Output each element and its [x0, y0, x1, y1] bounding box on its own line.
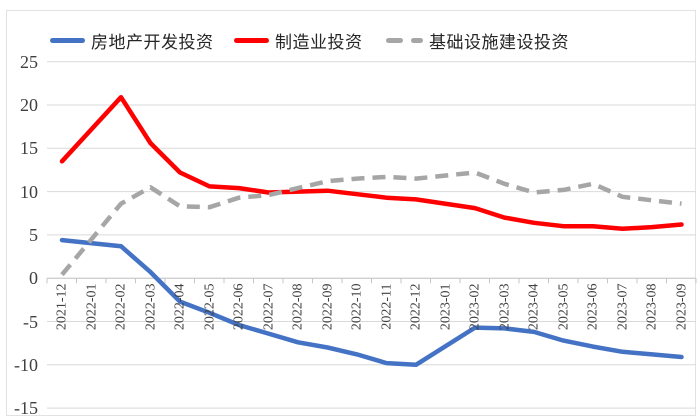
x-tick-label: 2023-03 [497, 283, 513, 331]
y-tick-label: 10 [20, 182, 38, 202]
x-tick-label: 2022-11 [379, 283, 395, 330]
legend-line-sample-red [234, 37, 269, 43]
x-tick-label: 2023-09 [674, 283, 690, 331]
x-tick-label: 2023-08 [644, 283, 660, 331]
series-line-房地产开发投资 [59, 237, 684, 368]
x-tick-label: 2023-02 [467, 283, 483, 331]
legend-label: 房地产开发投资 [91, 32, 214, 52]
x-tick-label: 2022-09 [320, 283, 336, 331]
x-tick-label: 2022-03 [143, 283, 159, 331]
y-tick-label: 15 [20, 138, 38, 158]
x-tick-label: 2023-05 [556, 283, 572, 331]
legend: 房地产开发投资 制造业投资 基础设施建设投资 [0, 29, 700, 52]
y-tick-label: -10 [14, 355, 38, 375]
x-axis [46, 277, 697, 284]
legend-item-real-estate: 房地产开发投资 [50, 29, 214, 52]
x-tick-label: 2022-07 [261, 283, 277, 331]
y-tick-label: 25 [20, 52, 38, 72]
x-tick-label: 2022-02 [113, 283, 129, 331]
x-tick-label: 2023-04 [526, 283, 542, 331]
series-line-制造业投资 [59, 94, 684, 232]
series-lines [59, 94, 684, 368]
x-tick-label: 2022-01 [84, 283, 100, 331]
legend-line-sample-blue [50, 37, 85, 43]
x-tick-label: 2022-12 [408, 283, 424, 331]
legend-label: 基础设施建设投资 [429, 32, 569, 52]
y-tick-label: -15 [14, 398, 38, 418]
x-tick-label: 2022-04 [172, 283, 188, 331]
y-tick-label: 0 [29, 268, 38, 288]
legend-item-infrastructure: 基础设施建设投资 [386, 29, 569, 52]
gridlines [47, 61, 696, 409]
legend-label: 制造业投资 [275, 32, 363, 52]
x-tick-label: 2023-01 [438, 283, 454, 331]
x-tick-label: 2022-06 [231, 283, 247, 331]
y-tick-label: 20 [20, 95, 38, 115]
y-tick-label: 5 [29, 225, 38, 245]
x-tick-label: 2021-12 [54, 283, 70, 331]
x-tick-label: 2022-08 [290, 283, 306, 331]
legend-line-sample-gray-dashed [386, 37, 423, 43]
y-tick-label: -5 [23, 312, 38, 332]
legend-item-manufacturing: 制造业投资 [234, 29, 363, 52]
series-line-基础设施建设投资 [60, 170, 682, 277]
x-tick-label: 2023-07 [615, 283, 631, 331]
x-tick-label: 2022-10 [349, 283, 365, 331]
x-tick-label: 2023-06 [585, 283, 601, 331]
x-tick-label: 2022-05 [202, 283, 218, 331]
